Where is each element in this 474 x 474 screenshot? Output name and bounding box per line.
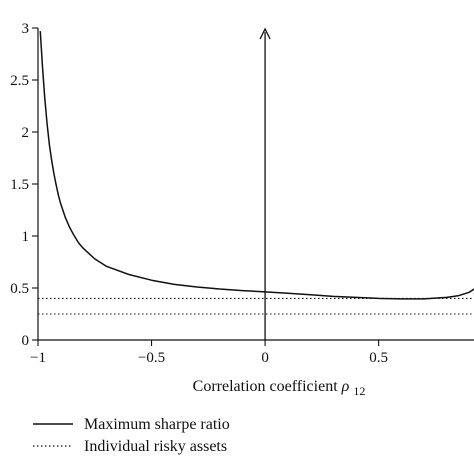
legend-label-max-sharpe: Maximum sharpe ratio [84, 416, 230, 433]
series-max-sharpe-line [39, 31, 474, 300]
legend: Maximum sharpe ratio Individual risky as… [33, 416, 230, 455]
x-axis-label: Correlation coefficient ρ 12 [193, 378, 366, 398]
plot-area [38, 27, 474, 340]
y-tick-label: 1 [22, 229, 30, 245]
y-tick-label: 2 [22, 125, 30, 141]
vertical-arrow-head [259, 27, 271, 40]
x-tick-label: −0.5 [138, 350, 165, 366]
y-tick-label: 1.5 [10, 177, 29, 193]
legend-label-risky-assets: Individual risky assets [84, 438, 227, 455]
y-tick-label: 2.5 [10, 73, 29, 89]
x-tick-label: −1 [30, 350, 46, 366]
x-tick-label: 0 [261, 350, 269, 366]
y-tick-label: 0.5 [10, 281, 29, 297]
x-tick-label: 0.5 [369, 350, 388, 366]
y-tick-label: 3 [22, 21, 30, 37]
y-tick-label: 0 [22, 333, 30, 349]
axes: 0 0.5 1 1.5 2 2.5 3 −1 −0.5 0 0.5 [10, 21, 474, 366]
